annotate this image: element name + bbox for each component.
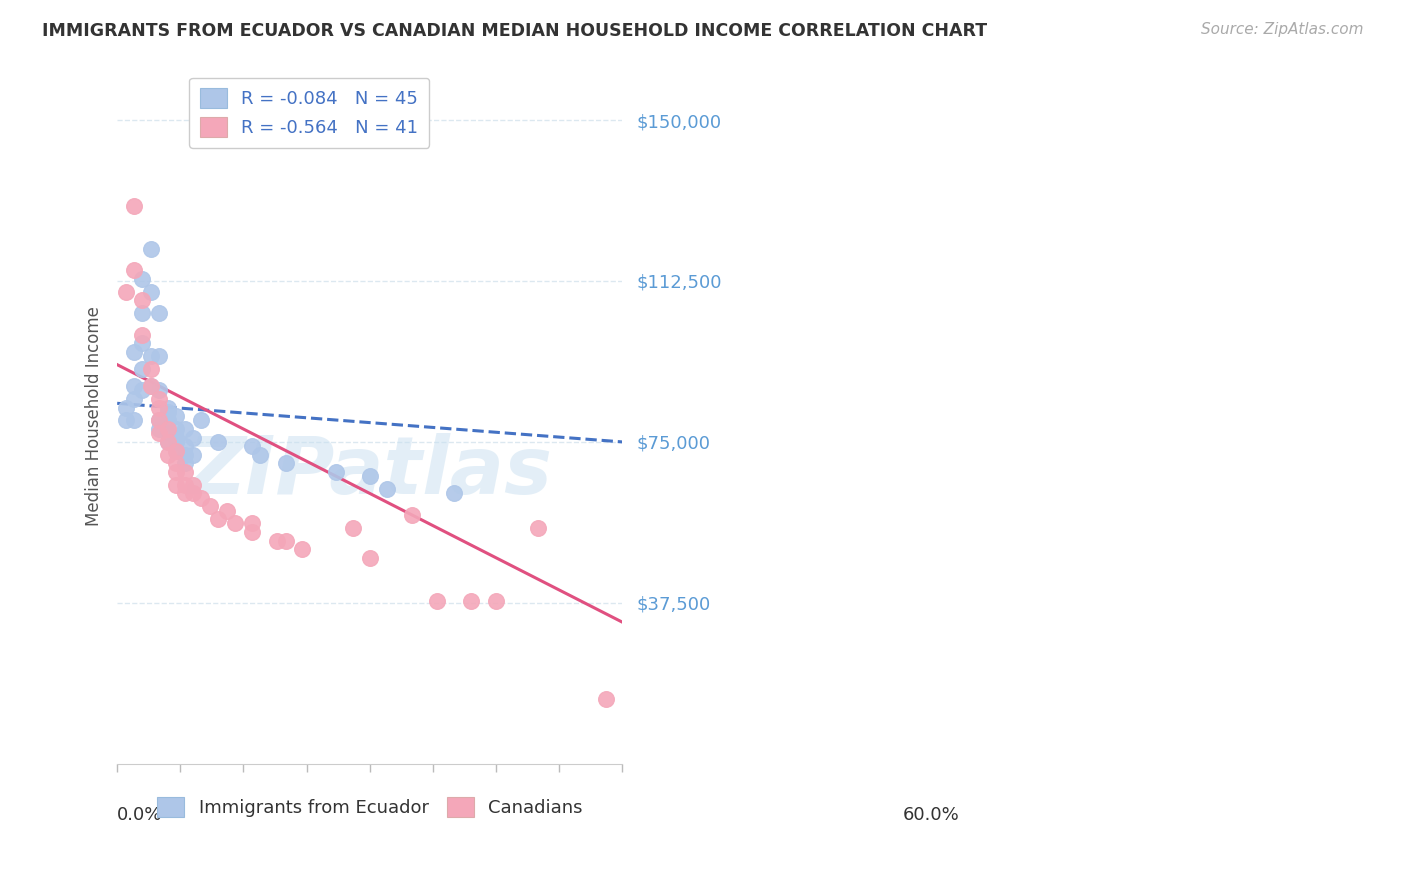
Point [114, 285, 136, 299]
Legend: Immigrants from Ecuador, Canadians: Immigrants from Ecuador, Canadians [150, 790, 589, 824]
Point [139, 242, 162, 256]
Point [173, 448, 195, 462]
Point [181, 448, 204, 462]
Point [460, 593, 482, 607]
Point [156, 422, 179, 436]
Point [139, 285, 162, 299]
Point [139, 362, 162, 376]
Point [122, 199, 145, 213]
Point [401, 508, 423, 522]
Point [156, 401, 179, 415]
Point [122, 263, 145, 277]
Point [156, 448, 179, 462]
Point [165, 443, 187, 458]
Point [156, 434, 179, 449]
Point [240, 439, 263, 453]
Point [207, 512, 229, 526]
Point [527, 521, 550, 535]
Point [165, 456, 187, 470]
Point [325, 465, 347, 479]
Point [266, 533, 288, 548]
Point [156, 405, 179, 419]
Point [131, 336, 153, 351]
Point [156, 413, 179, 427]
Point [165, 422, 187, 436]
Point [139, 379, 162, 393]
Point [181, 431, 204, 445]
Point [148, 422, 170, 436]
Point [156, 426, 179, 441]
Point [342, 521, 364, 535]
Point [240, 516, 263, 531]
Text: ZIPatlas: ZIPatlas [187, 433, 553, 511]
Point [165, 443, 187, 458]
Point [249, 448, 271, 462]
Point [173, 478, 195, 492]
Text: IMMIGRANTS FROM ECUADOR VS CANADIAN MEDIAN HOUSEHOLD INCOME CORRELATION CHART: IMMIGRANTS FROM ECUADOR VS CANADIAN MEDI… [42, 22, 987, 40]
Point [485, 593, 508, 607]
Point [173, 422, 195, 436]
Point [114, 413, 136, 427]
Point [426, 593, 449, 607]
Point [181, 478, 204, 492]
Point [181, 486, 204, 500]
Point [215, 503, 238, 517]
Point [240, 524, 263, 539]
Point [131, 327, 153, 342]
Point [131, 293, 153, 308]
Point [165, 434, 187, 449]
Point [148, 413, 170, 427]
Point [131, 384, 153, 398]
Point [207, 434, 229, 449]
Point [139, 349, 162, 363]
Point [148, 306, 170, 320]
Point [122, 344, 145, 359]
Text: 60.0%: 60.0% [903, 805, 959, 823]
Point [156, 434, 179, 449]
Point [198, 500, 221, 514]
Point [291, 542, 314, 557]
Point [139, 379, 162, 393]
Point [173, 439, 195, 453]
Point [190, 413, 212, 427]
Point [375, 482, 398, 496]
Point [148, 401, 170, 415]
Point [165, 465, 187, 479]
Point [190, 491, 212, 505]
Point [173, 456, 195, 470]
Text: Source: ZipAtlas.com: Source: ZipAtlas.com [1201, 22, 1364, 37]
Point [148, 413, 170, 427]
Point [359, 550, 381, 565]
Point [131, 306, 153, 320]
Y-axis label: Median Household Income: Median Household Income [86, 306, 103, 526]
Point [122, 413, 145, 427]
Point [173, 486, 195, 500]
Text: 0.0%: 0.0% [117, 805, 163, 823]
Point [165, 409, 187, 424]
Point [274, 533, 297, 548]
Point [148, 384, 170, 398]
Point [595, 692, 617, 706]
Point [131, 362, 153, 376]
Point [224, 516, 246, 531]
Point [148, 349, 170, 363]
Point [114, 401, 136, 415]
Point [131, 272, 153, 286]
Point [165, 431, 187, 445]
Point [359, 469, 381, 483]
Point [165, 478, 187, 492]
Point [443, 486, 465, 500]
Point [274, 456, 297, 470]
Point [148, 392, 170, 406]
Point [173, 465, 195, 479]
Point [122, 379, 145, 393]
Point [148, 426, 170, 441]
Point [122, 392, 145, 406]
